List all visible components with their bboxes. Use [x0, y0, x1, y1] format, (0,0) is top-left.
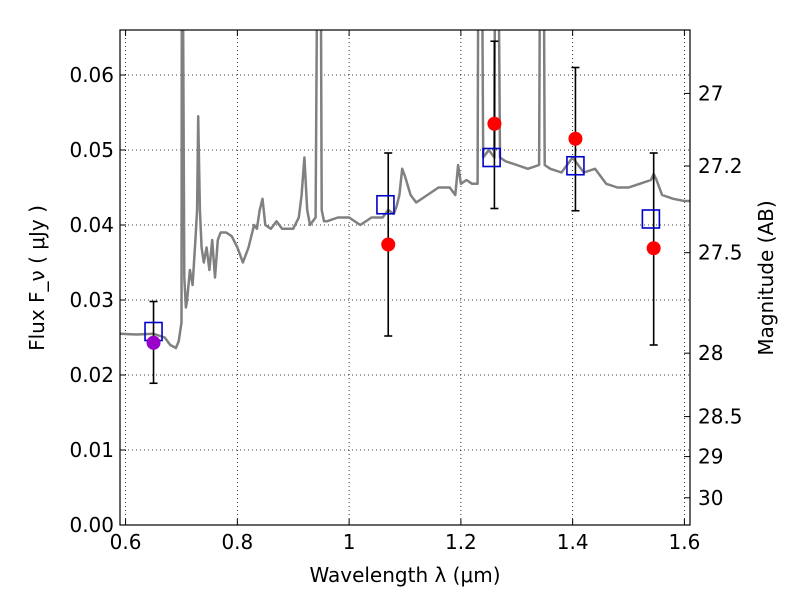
y-tick-label: 0.01	[69, 438, 114, 462]
model-photometry-square	[376, 194, 395, 215]
observed-point	[487, 116, 502, 131]
x-tick-label: 0.6	[110, 530, 142, 554]
right-tick-label: 27	[698, 81, 723, 105]
y-tick-label: 0.03	[69, 288, 114, 312]
model-photometry-square	[566, 155, 585, 176]
y-axis-label: Flux F_ν ( μJy )	[25, 205, 49, 351]
grid	[120, 30, 690, 525]
observed-point	[146, 335, 161, 350]
model-photometry-square	[641, 209, 661, 229]
right-tick-label: 27.2	[698, 154, 743, 178]
right-tick-label: 28	[698, 341, 723, 365]
model-spectrum-line	[120, 30, 690, 350]
y-tick-label: 0.04	[69, 213, 114, 237]
y-tick-label: 0.05	[69, 138, 114, 162]
axes: 0.6 0.8 1 1.2 1.4 1.6 0.00 0.01 0.02 0.03 0.04 0.05…	[69, 30, 743, 554]
observed-point	[646, 241, 661, 256]
y-axis-label-right-text: Magnitude (AB)	[754, 200, 778, 355]
observed-point	[381, 237, 396, 252]
y-axis-label-text: Flux F_ν ( μJy )	[25, 205, 49, 351]
y-tick-label: 0.02	[69, 363, 114, 387]
y-tick-label: 0.06	[69, 63, 114, 87]
plot-area	[120, 30, 690, 385]
right-tick-label: 29	[698, 445, 723, 469]
y-tick-label: 0.00	[69, 513, 114, 537]
right-tick-label: 30	[698, 486, 723, 510]
x-tick-label: 0.8	[221, 530, 253, 554]
right-tick-label: 27.5	[698, 241, 743, 265]
model-photometry-square	[482, 147, 501, 168]
right-tick-label: 28.5	[698, 405, 743, 429]
plot-frame	[119, 29, 691, 526]
x-tick-label: 1.4	[557, 530, 589, 554]
observed-point	[568, 131, 583, 146]
y-axis-label-right: Magnitude (AB)	[754, 200, 778, 355]
x-tick-label: 1.6	[669, 530, 701, 554]
x-tick-label: 1.2	[445, 530, 477, 554]
x-tick-label: 1	[343, 530, 356, 554]
x-axis-label: Wavelength λ (μm)	[309, 563, 500, 587]
